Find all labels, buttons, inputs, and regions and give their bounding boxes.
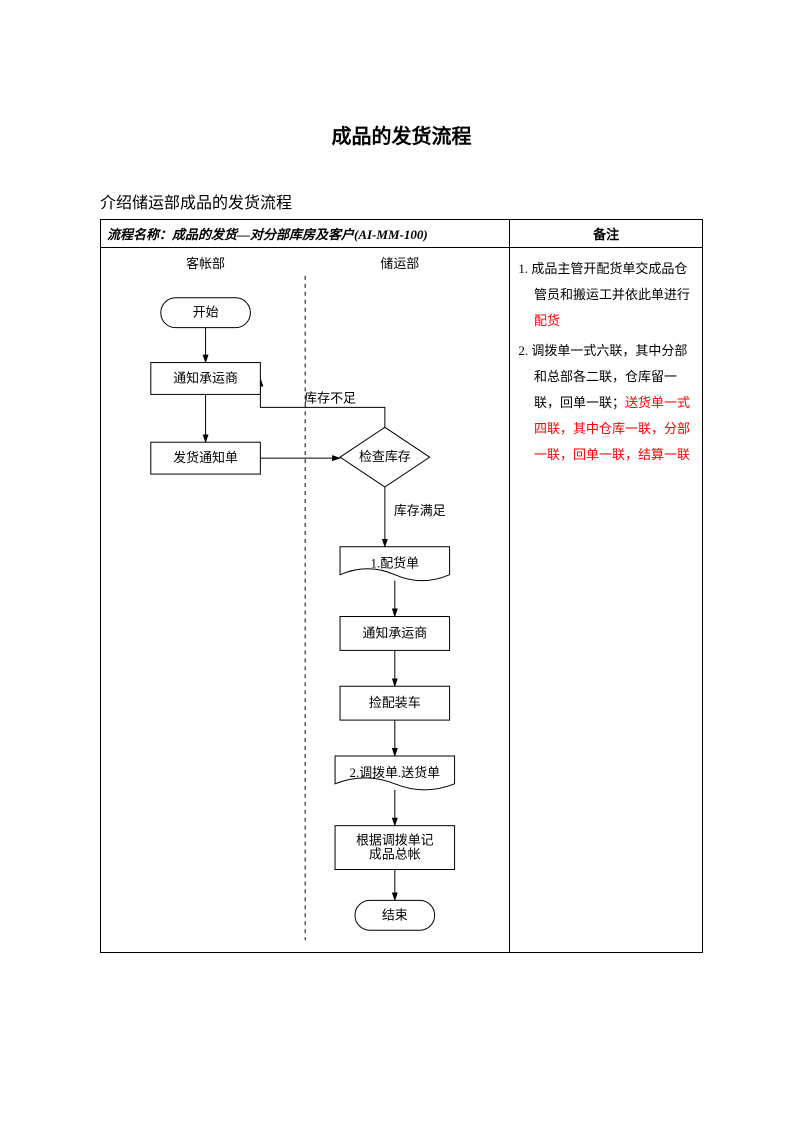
- page-subtitle: 介绍储运部成品的发货流程: [100, 189, 703, 213]
- flow-name-header: 流程名称：成品的发货—对分部库房及客户(AI-MM-100): [101, 220, 510, 248]
- remark-item: 2. 调拨单一式六联，其中分部和总部各二联，仓库留一联，回单一联；送货单一式四联…: [518, 338, 694, 468]
- flow-node-alloc: 1.配货单: [340, 547, 450, 581]
- svg-text:检查库存: 检查库存: [359, 449, 411, 464]
- svg-text:成品总帐: 成品总帐: [369, 847, 421, 862]
- flow-node-ledger: 根据调拨单记成品总帐: [335, 826, 455, 870]
- remark-text: 配货: [534, 313, 560, 328]
- svg-text:开始: 开始: [193, 305, 219, 320]
- flow-node-start: 开始: [161, 298, 251, 328]
- remarks-cell: 1. 成品主管开配货单交成品仓管员和搬运工并依此单进行配货2. 调拨单一式六联，…: [510, 248, 703, 953]
- svg-text:结束: 结束: [382, 907, 408, 922]
- svg-text:捡配装车: 捡配装车: [369, 695, 421, 710]
- svg-text:1.配货单: 1.配货单: [371, 556, 420, 571]
- flow-node-check: 检查库存: [340, 427, 430, 487]
- main-table: 流程名称：成品的发货—对分部库房及客户(AI-MM-100) 备注 客帐部 储运部…: [100, 219, 703, 953]
- flow-node-notify1: 通知承运商: [151, 363, 261, 395]
- flow-node-ship: 发货通知单: [151, 442, 261, 474]
- flow-node-end: 结束: [355, 900, 435, 930]
- remark-text: 成品主管开配货单交成品仓管员和搬运工并依此单进行: [531, 261, 690, 302]
- flowchart-svg: 客帐部储运部库存不足库存满足开始通知承运商发货通知单检查库存1.配货单通知承运商…: [101, 248, 509, 948]
- svg-text:客帐部: 客帐部: [186, 256, 225, 271]
- remark-header: 备注: [510, 220, 703, 248]
- remark-item: 1. 成品主管开配货单交成品仓管员和搬运工并依此单进行配货: [518, 256, 694, 334]
- svg-text:通知承运商: 通知承运商: [173, 370, 238, 385]
- page-title: 成品的发货流程: [100, 120, 703, 149]
- svg-text:储运部: 储运部: [380, 256, 419, 271]
- svg-text:根据调拨单记: 根据调拨单记: [356, 833, 434, 848]
- remark-number: 2.: [518, 343, 531, 358]
- flowchart-cell: 客帐部储运部库存不足库存满足开始通知承运商发货通知单检查库存1.配货单通知承运商…: [101, 248, 510, 953]
- svg-text:发货通知单: 发货通知单: [173, 450, 238, 465]
- flow-node-pick: 捡配装车: [340, 686, 450, 720]
- svg-text:2.调拨单.送货单: 2.调拨单.送货单: [350, 765, 441, 780]
- remark-number: 1.: [518, 261, 531, 276]
- flow-node-trans: 2.调拨单.送货单: [335, 756, 455, 790]
- svg-text:库存满足: 库存满足: [394, 503, 446, 518]
- flow-node-notify2: 通知承运商: [340, 617, 450, 651]
- svg-text:库存不足: 库存不足: [304, 390, 356, 405]
- svg-text:通知承运商: 通知承运商: [362, 625, 427, 640]
